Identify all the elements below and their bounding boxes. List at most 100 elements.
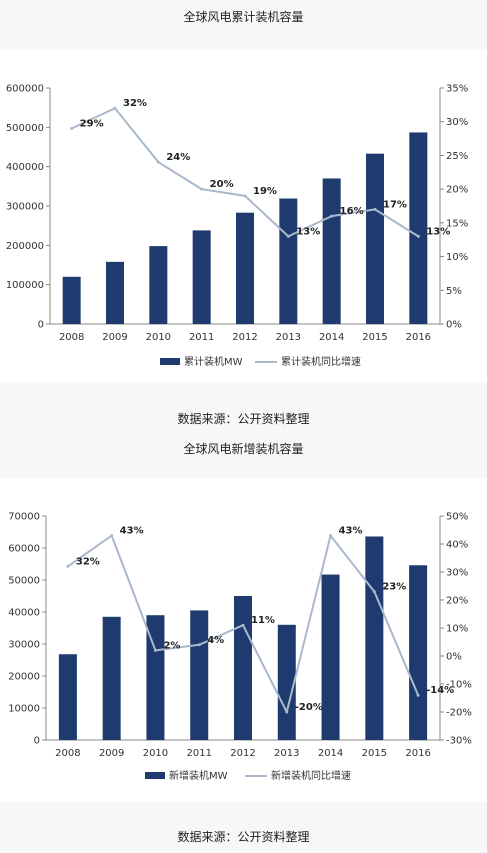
growth-point (372, 590, 376, 594)
growth-data-label: 32% (76, 556, 100, 567)
chart2-svg: 0 10000 20000 30000 40000 50000 60000 70000 -30%… (8, 512, 472, 783)
chart1-svg: 0 100000 200000 300000 400000 500000 600000 0% 5… (6, 84, 468, 369)
bar (106, 261, 124, 324)
growth-point (110, 534, 114, 538)
growth-point (70, 126, 74, 130)
growth-data-label: 23% (382, 582, 406, 593)
chart2-title: 全球风电新增装机容量 (183, 442, 304, 456)
growth-point (416, 234, 420, 238)
left-axis-tick-label: 0 (38, 320, 44, 331)
left-axis-tick-label: 40000 (8, 608, 40, 619)
x-tick-label: 2014 (318, 748, 343, 759)
right-axis-tick-label: 10% (446, 624, 468, 635)
x-tick-label: 2015 (362, 748, 387, 759)
growth-data-label: 24% (166, 152, 190, 163)
bar (190, 610, 209, 740)
growth-data-label: -14% (426, 685, 454, 696)
bar (366, 153, 384, 324)
right-axis-tick-label: 30% (446, 568, 468, 579)
legend-line-label: 新增装机同比增速 (271, 769, 351, 782)
legend-line-label: 累计装机同比增速 (281, 355, 361, 368)
right-axis-tick-label: -30% (446, 736, 472, 747)
growth-data-label: 13% (426, 226, 450, 237)
legend-bar-label: 累计装机MW (184, 355, 243, 368)
legend-bar-swatch (160, 358, 180, 365)
x-tick-label: 2009 (102, 332, 127, 343)
right-axis-tick-label: 15% (446, 218, 468, 229)
growth-point (243, 194, 247, 198)
x-tick-label: 2014 (319, 332, 344, 343)
bar (102, 616, 121, 740)
bar (62, 276, 81, 324)
right-axis-tick-label: 30% (446, 117, 468, 128)
chart1-title: 全球风电累计装机容量 (183, 10, 304, 24)
growth-data-label: 20% (210, 179, 234, 190)
left-axis-tick-label: 100000 (6, 280, 44, 291)
growth-data-label: 4% (207, 635, 224, 646)
growth-data-label: 19% (253, 186, 277, 197)
growth-point (330, 214, 334, 218)
legend-bar-label: 新增装机MW (169, 769, 228, 782)
left-axis-tick-label: 500000 (6, 123, 44, 134)
bar (321, 574, 340, 740)
right-axis-tick-label: 35% (446, 84, 468, 95)
x-tick-label: 2016 (405, 748, 430, 759)
left-axis-tick-label: 300000 (6, 202, 44, 213)
x-tick-label: 2013 (276, 332, 301, 343)
growth-point (156, 160, 160, 164)
x-tick-label: 2009 (99, 748, 124, 759)
x-tick-label: 2016 (406, 332, 431, 343)
growth-data-label: 11% (251, 615, 275, 626)
bar (277, 624, 296, 740)
growth-data-label: 43% (339, 526, 363, 537)
x-tick-label: 2008 (59, 332, 84, 343)
right-axis-tick-label: 0% (446, 652, 462, 663)
right-axis-tick-label: 40% (446, 540, 468, 551)
chart1-panel: 0 100000 200000 300000 400000 500000 600000 0% 5… (0, 50, 487, 382)
x-tick-label: 2011 (186, 748, 211, 759)
right-axis-tick-label: 5% (446, 286, 462, 297)
bar (58, 654, 77, 740)
left-axis-tick-label: 20000 (8, 672, 40, 683)
left-axis-tick-label: 10000 (8, 704, 40, 715)
left-axis-tick-label: 600000 (6, 84, 44, 95)
bar (322, 178, 341, 324)
bar (234, 596, 252, 740)
chart2-panel: 0 10000 20000 30000 40000 50000 60000 70000 -30%… (0, 478, 487, 802)
bar (146, 615, 165, 740)
growth-data-label: 43% (120, 526, 144, 537)
right-axis-tick-label: 20% (446, 185, 468, 196)
growth-point (241, 623, 245, 627)
growth-point (416, 693, 420, 697)
right-axis-tick-label: 50% (446, 512, 468, 523)
growth-data-label: 17% (383, 199, 407, 210)
growth-data-label: -20% (295, 702, 323, 713)
x-tick-label: 2013 (274, 748, 299, 759)
growth-data-label: 16% (340, 206, 364, 217)
legend-bar-swatch (145, 772, 165, 779)
x-tick-label: 2008 (55, 748, 80, 759)
growth-point (329, 534, 333, 538)
x-tick-label: 2010 (143, 748, 168, 759)
bar (409, 565, 428, 740)
growth-point (197, 643, 201, 647)
x-tick-label: 2010 (146, 332, 171, 343)
chart1-source: 数据来源：公开资料整理 (177, 412, 310, 426)
right-axis-tick-label: 10% (446, 252, 468, 263)
bar (236, 212, 254, 324)
bar (279, 198, 298, 324)
growth-point (200, 187, 204, 191)
growth-data-label: 13% (296, 226, 320, 237)
chart2-source: 数据来源：公开资料整理 (177, 830, 310, 844)
bar (365, 536, 384, 740)
bar (409, 132, 428, 324)
left-axis-tick-label: 200000 (6, 241, 44, 252)
right-axis-tick-label: -20% (446, 708, 472, 719)
x-tick-label: 2015 (362, 332, 387, 343)
right-axis-tick-label: -10% (446, 680, 472, 691)
left-axis-tick-label: 60000 (8, 544, 40, 555)
growth-point (285, 710, 289, 714)
left-axis-tick-label: 70000 (8, 512, 40, 523)
right-axis-tick-label: 20% (446, 596, 468, 607)
growth-point (373, 207, 377, 211)
